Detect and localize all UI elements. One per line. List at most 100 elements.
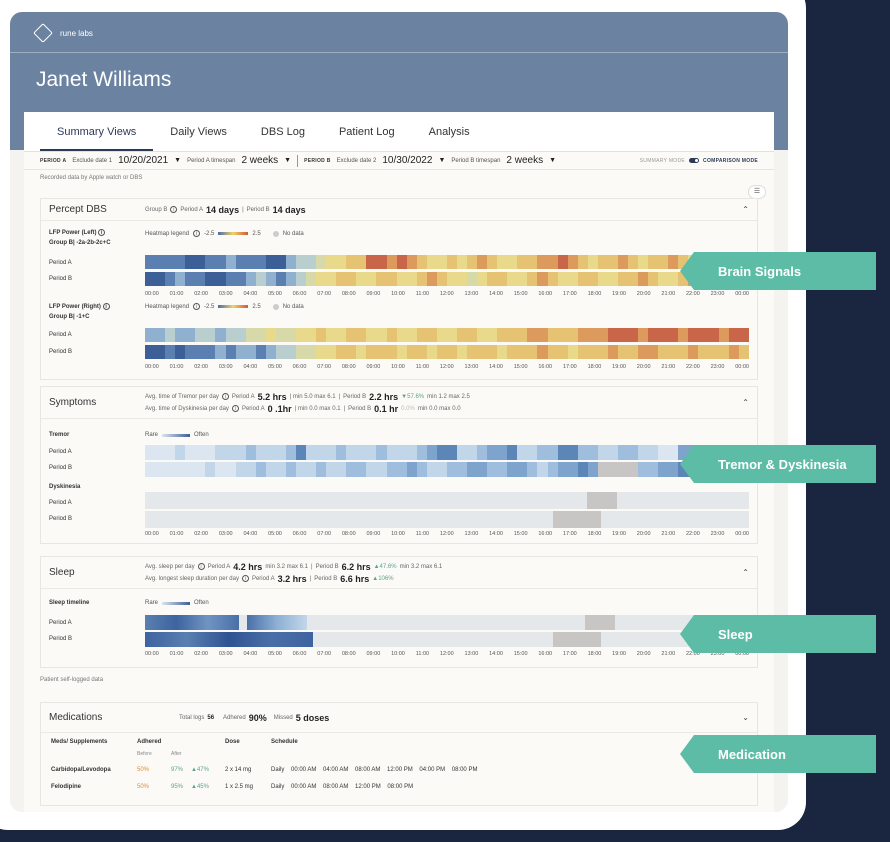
tremor-heatmap-period-b[interactable] (145, 462, 749, 477)
heatmap-cell (205, 445, 216, 460)
time-tick-label: 23:00 (710, 651, 725, 657)
heatmap-cell (426, 445, 437, 460)
info-icon[interactable]: i (98, 229, 106, 236)
time-tick-label: 13:00 (464, 531, 479, 537)
heatmap-cell (306, 462, 317, 477)
time-tick-label: 20:00 (636, 531, 651, 537)
heatmap-cell (648, 272, 659, 286)
time-tick-label: 03:00 (218, 651, 233, 657)
dysk-a-range: | min 0.0 max 0.1 (294, 405, 341, 412)
heatmap-cell (557, 272, 568, 286)
info-icon[interactable]: i (231, 405, 239, 412)
chevron-down-icon[interactable]: ▼ (174, 157, 182, 164)
time-tick-label: 20:00 (636, 651, 651, 657)
time-tick-label: 17:00 (562, 364, 577, 370)
heatmap-right-period-b[interactable] (145, 345, 749, 359)
no-data-swatch (272, 230, 279, 237)
tab-summary-views[interactable]: Summary Views (40, 112, 154, 151)
heatmap-cell (638, 255, 649, 269)
time-tick-label: 12:00 (439, 364, 454, 370)
heatmap-cell (587, 345, 598, 359)
no-data-label: No data (282, 303, 304, 310)
medications-header[interactable]: Medications Total logs 56 Adhered 90% Mi… (41, 703, 757, 733)
time-tick-label: 10:00 (391, 364, 405, 370)
heatmap-cell (396, 345, 407, 359)
comparison-mode-label[interactable]: COMPARISON MODE (703, 157, 758, 164)
dysk-b-range: min 0.0 max 0.0 (417, 405, 461, 412)
longest-label: Avg. longest sleep duration per day (145, 575, 239, 582)
medications-card: Medications Total logs 56 Adhered 90% Mi… (40, 702, 758, 806)
heatmap-cell (648, 255, 659, 269)
info-icon[interactable]: i (197, 563, 205, 570)
chevron-up-icon[interactable]: ⌃ (742, 205, 749, 214)
chevron-down-icon[interactable]: ▼ (549, 157, 557, 164)
info-icon[interactable]: i (241, 575, 249, 582)
heatmap-cell (617, 255, 628, 269)
heatmap-cell (336, 462, 347, 477)
time-tick-label: 02:00 (194, 651, 208, 657)
tab-analysis[interactable]: Analysis (428, 126, 470, 138)
heatmap-cell (275, 272, 286, 286)
mode-toggle[interactable] (689, 158, 700, 163)
med-name[interactable]: Carbidopa/Levodopa (51, 767, 111, 773)
chevron-down-icon[interactable]: ▼ (284, 157, 292, 164)
med-name[interactable]: Felodipine (51, 784, 81, 790)
dyskinesia-heatmap-period-b[interactable] (145, 511, 749, 528)
sleep-timeline-period-b[interactable] (145, 632, 749, 647)
tab-patient-log[interactable]: Patient Log (338, 126, 395, 138)
heatmap-cell (728, 328, 739, 342)
heatmap-cell (185, 462, 196, 477)
heatmap-cell (336, 445, 347, 460)
legend-gradient (218, 232, 249, 235)
dyskinesia-heatmap-period-a[interactable] (145, 492, 749, 509)
summary-mode-label[interactable]: SUMMARY MODE (639, 157, 686, 164)
symptoms-header[interactable]: Symptoms Avg. time of Tremor per day i P… (41, 387, 757, 419)
info-icon[interactable]: i (193, 303, 201, 310)
chevron-up-icon[interactable]: ⌃ (742, 398, 749, 407)
chevron-down-icon[interactable]: ⌄ (742, 713, 749, 722)
tab-dbs-log[interactable]: DBS Log (260, 126, 305, 138)
tremor-heatmap-period-a[interactable] (145, 445, 749, 460)
heatmap-left-period-b[interactable] (145, 272, 749, 286)
logo[interactable]: rune labs (33, 23, 93, 43)
exclude-date-2-select[interactable]: 10/30/2022 (382, 155, 433, 166)
time-tick-label: 07:00 (317, 651, 332, 657)
heatmap-cell (738, 328, 749, 342)
tab-daily-views[interactable]: Daily Views (170, 126, 227, 138)
info-icon[interactable]: i (102, 303, 110, 310)
exclude-date-1-select[interactable]: 10/20/2021 (118, 155, 169, 166)
heatmap-left-period-a[interactable] (145, 255, 749, 269)
heatmap-cell (225, 272, 236, 286)
sleep-header[interactable]: Sleep Avg. sleep per day i Period A 4.2 … (41, 557, 757, 589)
info-icon[interactable]: i (193, 230, 201, 237)
filter-icon[interactable]: ☰ (748, 185, 766, 199)
percept-header[interactable]: Percept DBS Group B i Period A 14 days |… (41, 199, 757, 221)
time-tick-label: 22:00 (686, 651, 700, 657)
med-dose: 1 x 2.5 mg (225, 784, 254, 790)
row-period-a: Period A (49, 260, 72, 266)
period-a-value: 14 days (206, 204, 240, 215)
heatmap-cell (587, 255, 598, 269)
period-a-timespan-select[interactable]: 2 weeks (241, 155, 279, 166)
sleep-a-value: 4.2 hrs (233, 561, 263, 572)
heatmap-cell (295, 328, 306, 342)
heatmap-cell (668, 445, 679, 460)
heatmap-cell (215, 255, 226, 269)
heatmap-right-period-a[interactable] (145, 328, 749, 342)
time-tick-label: 08:00 (341, 531, 356, 537)
chevron-up-icon[interactable]: ⌃ (742, 568, 749, 577)
heatmap-cell (527, 462, 538, 477)
heatmap-cell (738, 345, 749, 359)
period-b-timespan-select[interactable]: 2 weeks (506, 155, 544, 166)
info-icon[interactable]: i (221, 393, 229, 400)
lfp-right-group: Group B| -1+C (49, 314, 90, 320)
heatmap-cell (386, 272, 397, 286)
heatmap-cell (265, 272, 276, 286)
heatmap-cell (547, 328, 558, 342)
chevron-down-icon[interactable]: ▼ (438, 157, 446, 164)
info-icon[interactable]: i (170, 206, 178, 213)
heatmap-cell (366, 345, 377, 359)
sleep-timeline-period-a[interactable] (145, 615, 749, 630)
heatmap-cell (628, 272, 639, 286)
heatmap-cell (145, 328, 156, 342)
